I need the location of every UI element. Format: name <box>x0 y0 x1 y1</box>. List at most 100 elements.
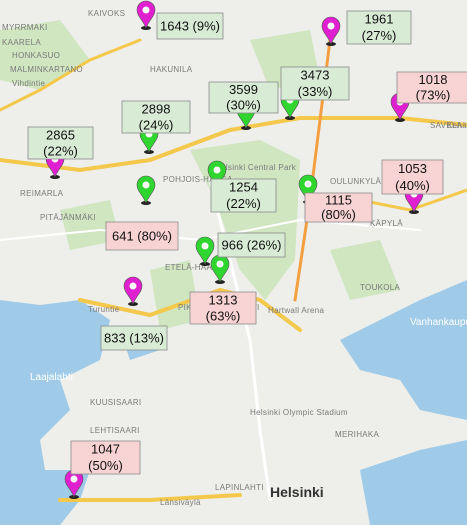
count-label: 1018(73%) <box>396 71 467 104</box>
place-label: Länsiväylä <box>160 498 201 507</box>
label-line: 966 (26%) <box>222 237 282 252</box>
pin-hole <box>216 260 224 268</box>
label-box <box>105 221 179 251</box>
count-label: 1115(80%) <box>304 192 373 223</box>
pin-head <box>298 174 318 203</box>
place-label: PITÄJÄNMÄKI <box>40 213 96 222</box>
count-label: 1961(27%) <box>346 10 412 45</box>
label-line: (22%) <box>43 143 78 158</box>
label-box <box>121 100 191 134</box>
labels: 1643 (9%) 1961(27%) 1018(73%) 3473(33%) 3599… <box>27 10 467 475</box>
label-line: 3599 <box>229 82 258 97</box>
map-pin[interactable] <box>321 16 341 46</box>
label-line: 2865 <box>46 127 75 142</box>
place-label: HONKASUO <box>12 51 60 60</box>
place-label: Laajalahti <box>30 372 73 383</box>
label-line: 1643 (9%) <box>160 18 220 33</box>
place-label: MALMINKARTANO <box>10 65 83 74</box>
label-line: (63%) <box>206 308 241 323</box>
label-line: (50%) <box>88 458 123 473</box>
label-box <box>280 66 350 101</box>
place-label: Vanhankaupun <box>410 317 467 328</box>
label-line: 1254 <box>229 180 258 195</box>
place-label: KÄPYLÄ <box>370 219 403 228</box>
place-label: HAKUNILA <box>150 65 193 74</box>
pin-head <box>123 276 143 305</box>
label-line: (40%) <box>395 178 430 193</box>
place-label: Helsinki <box>270 484 324 500</box>
label-line: (27%) <box>362 28 397 43</box>
pin-hole <box>213 166 221 174</box>
place-labels: KAIVOKS MYRRMAKI KAARELA HONKASUO MALMINKART… <box>2 9 467 507</box>
place-label: LAPINLAHTI <box>215 483 264 492</box>
label-line: 2898 <box>142 101 171 116</box>
place-label: REIMARLA <box>20 189 64 198</box>
count-label: 966 (26%) <box>217 232 286 258</box>
label-box <box>381 159 444 195</box>
label-box <box>396 71 467 104</box>
place-label: ETELÄ-HAAGA <box>165 263 225 272</box>
label-line: (24%) <box>139 117 174 132</box>
label-box <box>100 325 168 351</box>
place-label: Vihdintie <box>12 79 45 88</box>
place-label: KUUSISAARI <box>90 398 141 407</box>
label-box <box>304 192 373 223</box>
label-box <box>189 291 257 325</box>
pin-hole <box>142 181 150 189</box>
place-label: KAARELA <box>2 38 41 47</box>
label-box <box>208 81 279 114</box>
place-label: MERIHAKA <box>335 430 380 439</box>
pin-hole <box>201 242 209 250</box>
label-line: 1961 <box>365 12 394 27</box>
label-line: 3473 <box>301 68 330 83</box>
map-pin[interactable] <box>136 175 156 205</box>
place-label: KAIVOKS <box>88 9 125 18</box>
label-box <box>27 126 94 160</box>
count-label: 1047(50%) <box>70 440 141 475</box>
pin-hole <box>304 180 312 188</box>
place-label: Kehä I <box>447 121 467 130</box>
count-label: 641 (80%) <box>105 221 179 251</box>
label-line: (30%) <box>226 98 261 113</box>
label-box <box>70 440 141 475</box>
label-line: (22%) <box>226 196 261 211</box>
place-label: POHJOIS-HAAGA <box>163 175 233 184</box>
place-label: TOUKOLA <box>360 283 401 292</box>
count-label: 2898(24%) <box>121 100 191 134</box>
label-box <box>346 10 412 45</box>
count-label: 3473(33%) <box>280 66 350 101</box>
label-line: 1053 <box>398 161 427 176</box>
place-label: MYRRMAKI <box>2 23 48 32</box>
count-label: 1313(63%) <box>189 291 257 325</box>
pin-head <box>195 236 215 265</box>
place-label: OULUNKYLÄ <box>330 177 382 186</box>
count-label: 833 (13%) <box>100 325 168 351</box>
label-box <box>217 232 286 258</box>
count-label: 1643 (9%) <box>156 12 224 40</box>
pin-head <box>136 0 156 29</box>
label-line: (33%) <box>298 84 333 99</box>
label-line: 833 (13%) <box>104 330 164 345</box>
label-line: 1047 <box>91 442 120 457</box>
map-pin[interactable] <box>123 276 143 306</box>
pin-head <box>321 16 341 45</box>
place-label: SAVELA <box>430 121 463 130</box>
place-label: Turuntie <box>88 305 120 314</box>
map-pin[interactable] <box>195 236 215 266</box>
count-label: 1053 (40%) <box>381 159 444 195</box>
label-box <box>156 12 224 40</box>
place-label: LEHTISAARI <box>90 426 140 435</box>
place-label: Helsinki Central Park <box>215 163 297 172</box>
pin-hole <box>129 282 137 290</box>
pin-head <box>136 175 156 204</box>
count-label: 2865(22%) <box>27 126 94 160</box>
pin-hole <box>327 22 335 30</box>
label-line: 641 (80%) <box>112 228 172 243</box>
label-line: 1115 <box>325 193 352 208</box>
pin-head <box>207 160 227 189</box>
map-pin[interactable] <box>207 160 227 190</box>
pin-hole <box>70 475 78 483</box>
count-label: 1254(22%) <box>210 178 277 213</box>
map-pin[interactable] <box>136 0 156 30</box>
